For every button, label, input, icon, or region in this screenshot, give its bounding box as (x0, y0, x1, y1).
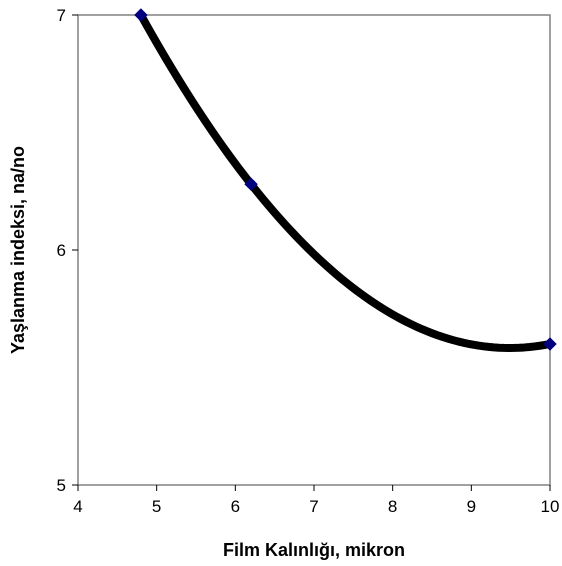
x-axis: 4 5 6 7 8 9 10 (73, 485, 559, 516)
x-tick-label: 5 (152, 497, 161, 516)
y-axis-title: Yaşlanma indeksi, na/no (8, 146, 28, 354)
x-tick-label: 8 (388, 497, 397, 516)
y-tick-label: 7 (57, 6, 66, 25)
x-tick-label: 6 (231, 497, 240, 516)
x-tick-label: 4 (73, 497, 82, 516)
y-tick-label: 5 (57, 476, 66, 495)
y-tick-label: 6 (57, 241, 66, 260)
x-tick-label: 7 (309, 497, 318, 516)
data-point (543, 337, 557, 351)
y-axis: 5 6 7 (57, 6, 78, 495)
trendline (136, 11, 554, 352)
data-point (134, 8, 148, 22)
x-tick-label: 10 (541, 497, 560, 516)
trendline-layer (136, 11, 554, 352)
x-tick-label: 9 (467, 497, 476, 516)
data-points-layer (134, 8, 557, 351)
data-point (244, 177, 258, 191)
x-axis-title: Film Kalınlığı, mikron (223, 540, 405, 560)
